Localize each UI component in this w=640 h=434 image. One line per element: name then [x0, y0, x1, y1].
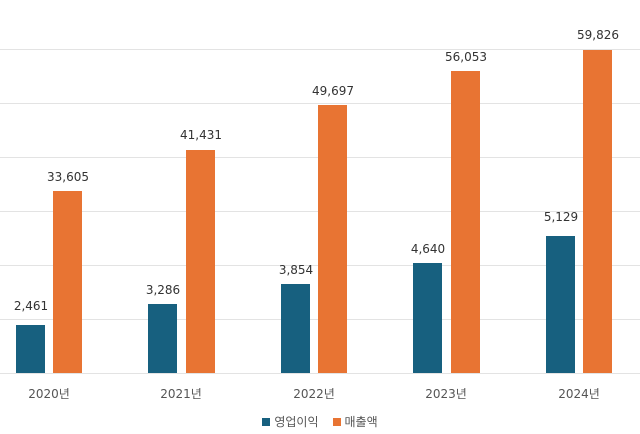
- value-label: 5,129: [543, 210, 579, 224]
- value-label: 59,826: [577, 28, 619, 42]
- legend: 영업이익 매출액: [0, 413, 640, 430]
- bar-revenue-2023: [451, 71, 480, 373]
- bar-revenue-2020: [53, 191, 82, 373]
- value-label: 3,286: [145, 283, 181, 297]
- legend-swatch-icon: [262, 417, 271, 426]
- bar-operating-profit-2023: [413, 263, 442, 373]
- legend-swatch-icon: [332, 417, 341, 426]
- value-label: 2,461: [13, 299, 49, 313]
- value-label: 41,431: [180, 128, 222, 142]
- bar-revenue-2022: [318, 105, 347, 373]
- bar-operating-profit-2020: [16, 325, 45, 373]
- legend-item-operating-profit[interactable]: 영업이익: [262, 413, 319, 430]
- legend-label: 매출액: [344, 415, 378, 429]
- value-label: 4,640: [410, 242, 446, 256]
- value-label: 49,697: [312, 84, 354, 98]
- value-label: 56,053: [445, 50, 487, 64]
- baseline: [0, 373, 640, 374]
- x-tick-label: 2021년: [160, 387, 202, 401]
- x-tick-label: 2020년: [28, 387, 70, 401]
- x-tick-label: 2022년: [293, 387, 335, 401]
- x-tick-label: 2023년: [425, 387, 467, 401]
- value-label: 33,605: [47, 170, 89, 184]
- bar-revenue-2021: [186, 150, 215, 373]
- gridline: [0, 103, 640, 104]
- bar-operating-profit-2021: [148, 304, 177, 373]
- bar-operating-profit-2024: [546, 236, 575, 373]
- legend-label: 영업이익: [274, 415, 319, 429]
- bar-revenue-2024: [583, 50, 612, 373]
- value-label: 3,854: [278, 263, 314, 277]
- bar-operating-profit-2022: [281, 284, 310, 373]
- x-tick-label: 2024년: [558, 387, 600, 401]
- legend-item-revenue[interactable]: 매출액: [332, 413, 378, 430]
- gridline: [0, 49, 640, 50]
